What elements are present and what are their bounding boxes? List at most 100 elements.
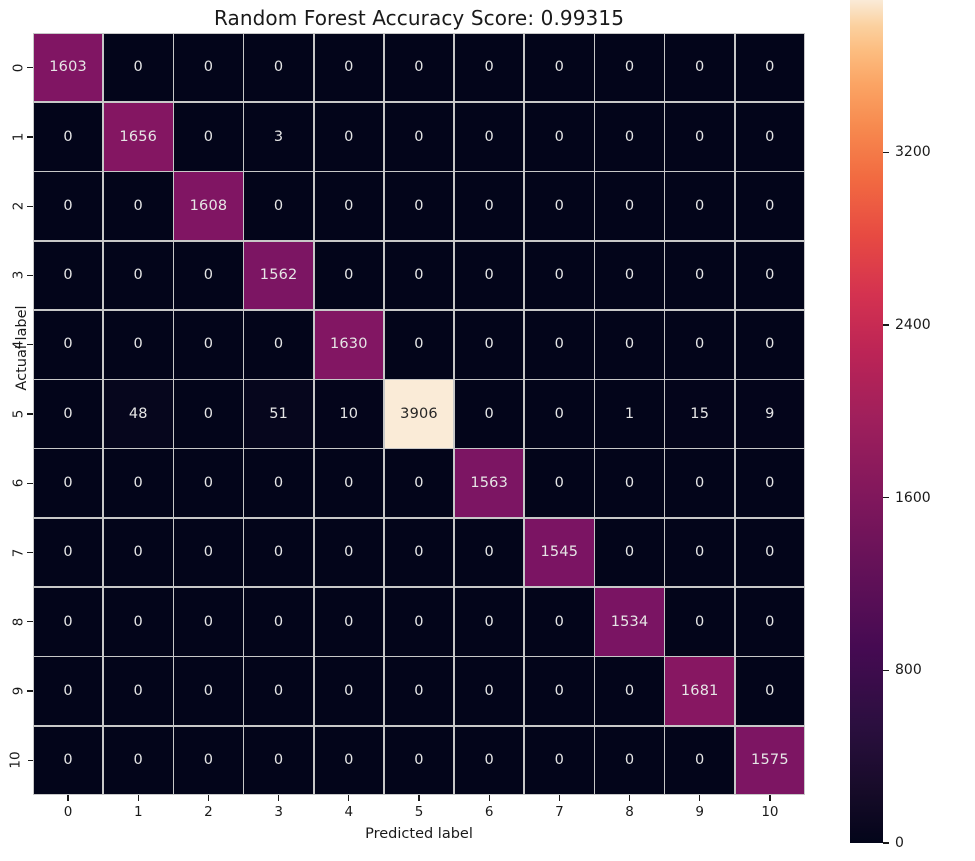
y-tick-mark — [27, 274, 33, 277]
heatmap-cell-value: 51 — [269, 405, 289, 422]
heatmap-cell-value: 0 — [765, 128, 775, 145]
heatmap-cell: 0 — [595, 310, 664, 379]
heatmap-cell-value: 1 — [624, 405, 635, 422]
heatmap-cell-value: 0 — [695, 59, 705, 76]
heatmap-cell: 0 — [103, 518, 173, 587]
heatmap-cell: 0 — [103, 33, 173, 102]
y-tick-label: 9 — [10, 686, 27, 696]
heatmap-cell-value: 0 — [133, 613, 143, 630]
heatmap-cell-value: 0 — [624, 544, 635, 561]
heatmap-cell: 9 — [735, 380, 805, 448]
y-tick-mark — [27, 482, 33, 484]
heatmap-cell: 0 — [174, 657, 243, 725]
heatmap-cell-value: 0 — [344, 59, 354, 76]
heatmap-cell-value: 0 — [203, 682, 214, 699]
heatmap-cell-value: 0 — [273, 544, 284, 561]
heatmap-cell: 0 — [174, 103, 243, 171]
heatmap-cell: 1681 — [665, 657, 735, 725]
y-tick-label: 3 — [10, 271, 27, 280]
heatmap-cell-value: 0 — [765, 59, 775, 76]
colorbar-tick-label: 800 — [895, 662, 922, 679]
heatmap-cell-value: 0 — [63, 613, 73, 630]
heatmap-cell: 0 — [735, 587, 805, 656]
heatmap-cell: 0 — [454, 33, 524, 102]
heatmap-cell: 1 — [595, 380, 664, 448]
heatmap-cell: 0 — [103, 172, 173, 241]
heatmap-cell-value: 0 — [344, 682, 354, 699]
heatmap-cell-value: 0 — [344, 475, 354, 492]
y-tick-label: 2 — [10, 201, 27, 211]
heatmap-cell-value: 0 — [484, 59, 494, 76]
heatmap-cell-value: 1603 — [49, 59, 87, 76]
heatmap-cell: 0 — [314, 657, 384, 725]
heatmap-cell-value: 0 — [133, 544, 143, 561]
heatmap-cell: 0 — [384, 241, 454, 310]
heatmap-cell: 0 — [244, 449, 313, 518]
heatmap-cell: 0 — [525, 726, 594, 795]
heatmap-cell-value: 0 — [484, 752, 494, 769]
x-tick-label: 7 — [555, 804, 564, 820]
heatmap-cell-value: 0 — [765, 475, 775, 492]
heatmap-cell-value: 0 — [624, 336, 635, 353]
y-tick-8: 8 — [7, 615, 33, 629]
y-tick-7: 7 — [7, 546, 33, 560]
heatmap-cell-value: 0 — [133, 336, 143, 353]
heatmap-cell-value: 1656 — [119, 128, 158, 145]
x-tick-4: 4 — [329, 795, 369, 820]
heatmap-cell-value: 0 — [484, 267, 494, 284]
heatmap-cell-value: 0 — [203, 613, 214, 630]
heatmap-plot-area: 1603 0 0 0 0 0 0 0 0 0 0 0 1656 0 3 0 0 0 0 0 0 0 0 0 1608 0 0 0 0 0 0… — [33, 33, 805, 795]
heatmap-cell: 0 — [174, 380, 243, 448]
heatmap-cell-value: 1630 — [329, 336, 368, 353]
heatmap-cell: 0 — [103, 310, 173, 379]
heatmap-cell-value: 0 — [765, 336, 775, 353]
colorbar[interactable]: 0 800 1600 2400 3200 — [850, 0, 931, 851]
x-tick-10: 10 — [750, 795, 790, 820]
heatmap-cell-value: 0 — [273, 613, 284, 630]
heatmap-cell: 0 — [525, 33, 594, 102]
x-tick-label: 10 — [761, 804, 779, 820]
heatmap-cell-value: 0 — [765, 544, 775, 561]
heatmap-cell: 0 — [595, 657, 664, 725]
heatmap-cell: 0 — [665, 449, 735, 518]
y-tick-2: 2 — [7, 199, 33, 213]
y-tick-label: 0 — [10, 63, 27, 72]
heatmap-cell-value: 0 — [203, 544, 214, 561]
heatmap-cell: 0 — [33, 726, 103, 795]
heatmap-cell: 0 — [314, 33, 384, 102]
heatmap-cell-value: 0 — [484, 613, 494, 630]
heatmap-cell-value: 1681 — [680, 682, 719, 699]
heatmap-cell-value: 0 — [554, 405, 565, 422]
heatmap-cell: 0 — [103, 241, 173, 310]
heatmap-cell: 0 — [735, 172, 805, 241]
heatmap-cell-value: 0 — [484, 336, 494, 353]
x-tick-7: 7 — [539, 795, 579, 820]
x-tick-mark — [488, 795, 490, 801]
heatmap-cell: 0 — [314, 726, 384, 795]
heatmap-cell: 0 — [525, 172, 594, 241]
heatmap-cell-value: 0 — [554, 752, 565, 769]
heatmap-cell-value: 48 — [128, 405, 148, 422]
heatmap-cell: 0 — [384, 33, 454, 102]
heatmap-cell-value: 0 — [63, 682, 73, 699]
heatmap-cell: 0 — [595, 726, 664, 795]
heatmap-cell: 0 — [384, 726, 454, 795]
heatmap-cell-value: 9 — [765, 405, 775, 422]
heatmap-cell-value: 0 — [133, 59, 143, 76]
x-tick-label: 1 — [133, 804, 143, 820]
heatmap-cell: 1545 — [525, 518, 594, 587]
heatmap-cell-value: 0 — [273, 336, 284, 353]
heatmap-cell-value: 0 — [63, 405, 73, 422]
heatmap-cell: 0 — [595, 241, 664, 310]
heatmap-cell: 0 — [244, 726, 313, 795]
y-tick-0: 0 — [7, 61, 33, 75]
x-tick-label: 5 — [414, 804, 424, 820]
colorbar-tick-label: 2400 — [895, 317, 931, 334]
heatmap-cell-value: 15 — [690, 405, 710, 422]
heatmap-cell-value: 0 — [63, 128, 73, 145]
heatmap-cell-value: 0 — [63, 752, 73, 769]
heatmap-cell-value: 3 — [273, 128, 284, 145]
heatmap-cell-value: 0 — [695, 613, 705, 630]
heatmap-cell: 3906 — [384, 380, 454, 448]
heatmap-cell: 0 — [384, 657, 454, 725]
